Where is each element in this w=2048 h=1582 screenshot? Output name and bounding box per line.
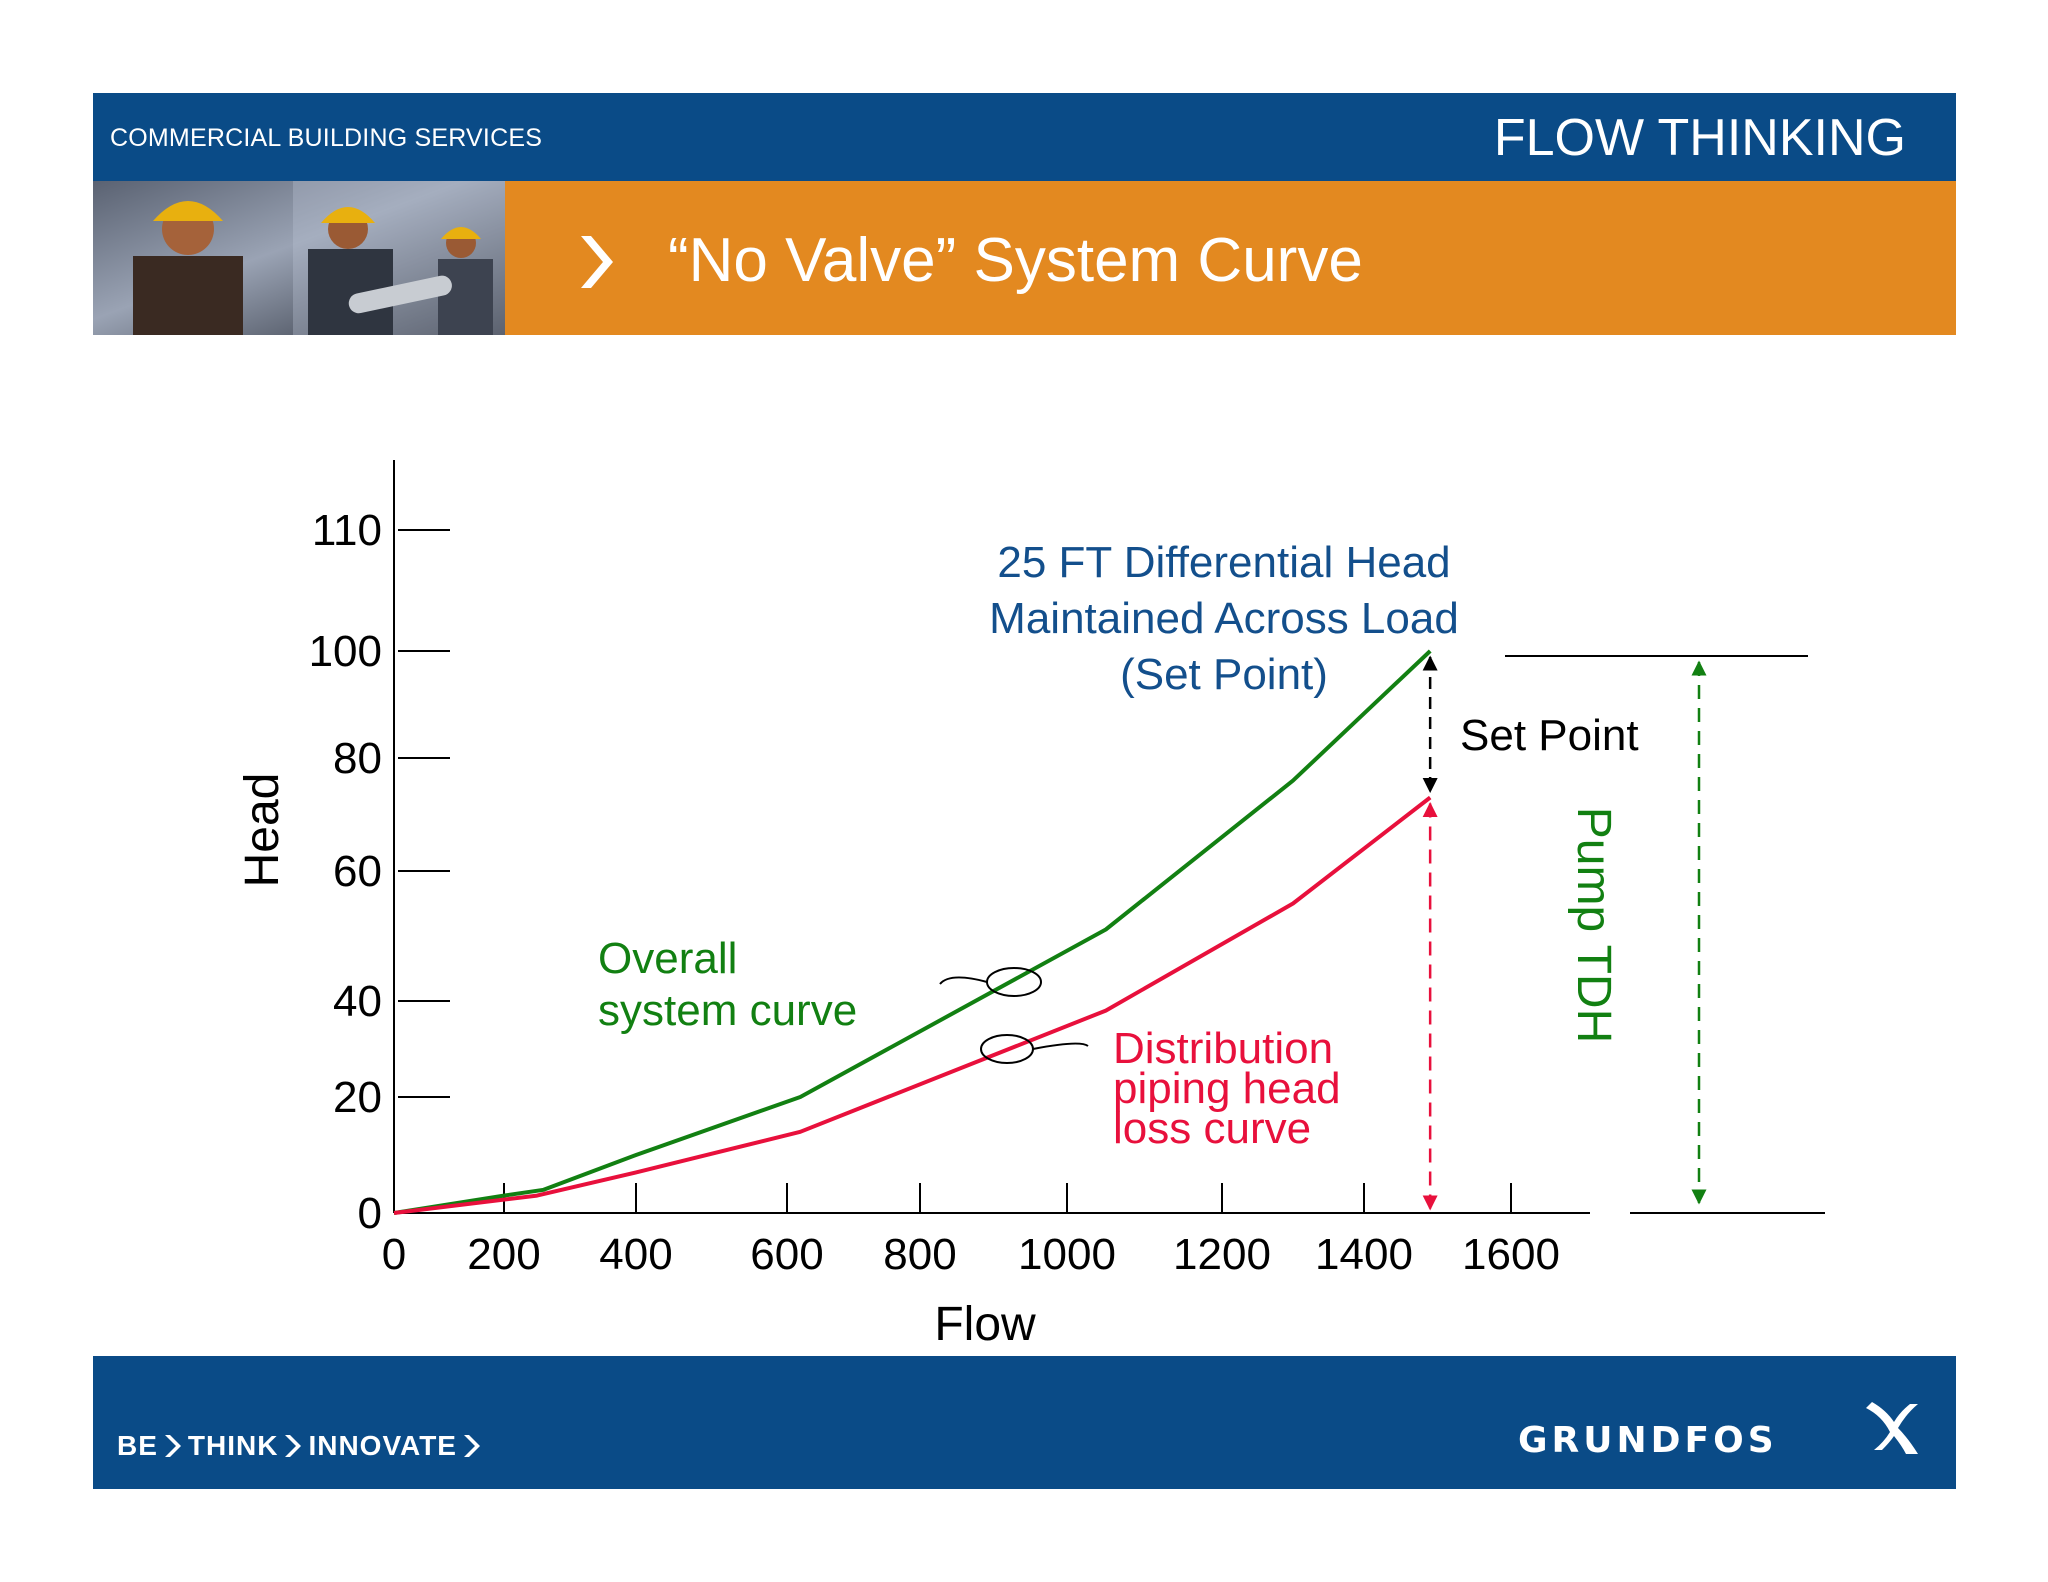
y-axis-label: Head bbox=[236, 773, 289, 888]
grundfos-logo-icon bbox=[1866, 1402, 1918, 1454]
overall-curve-label-line: Overall bbox=[598, 934, 737, 983]
tagline-word-be: BE bbox=[117, 1430, 158, 1461]
chevron-right-icon bbox=[463, 1435, 480, 1457]
distribution-curve-label-line: Distribution bbox=[1113, 1024, 1333, 1073]
chevron-right-icon bbox=[285, 1435, 302, 1457]
x-tick-label: 0 bbox=[382, 1230, 406, 1279]
chevron-right-icon bbox=[581, 236, 613, 288]
y-tick-label: 20 bbox=[333, 1073, 382, 1122]
tagline: BE THINK INNOVATE bbox=[117, 1428, 487, 1464]
x-tick-label: 200 bbox=[467, 1230, 540, 1279]
pump-tdh-label: Pump TDH bbox=[1567, 807, 1620, 1044]
distribution-curve-label-line: loss curve bbox=[1113, 1104, 1311, 1153]
header-brand-title: FLOW THINKING bbox=[1493, 109, 1906, 167]
x-tick-label: 1200 bbox=[1173, 1230, 1271, 1279]
brand-logo-text: GRUNDFOS bbox=[1518, 1420, 1778, 1461]
slide-title: “No Valve” System Curve bbox=[668, 226, 1363, 295]
set-point-label: Set Point bbox=[1460, 711, 1639, 760]
x-tick-label: 1000 bbox=[1018, 1230, 1116, 1279]
x-tick-label: 400 bbox=[599, 1230, 672, 1279]
differential-head-label-line: Maintained Across Load bbox=[989, 594, 1459, 643]
overall-leader-line bbox=[939, 976, 988, 985]
x-tick-label: 600 bbox=[750, 1230, 823, 1279]
y-tick-label: 60 bbox=[333, 847, 382, 896]
chevron-right-icon bbox=[164, 1435, 181, 1457]
distribution-head-loss-curve-line bbox=[393, 795, 1432, 1215]
workers-photo bbox=[93, 181, 505, 335]
overall-curve-label-line: system curve bbox=[598, 986, 857, 1035]
differential-head-label-line: 25 FT Differential Head bbox=[997, 538, 1450, 587]
tagline-word-innovate: INNOVATE bbox=[308, 1430, 457, 1461]
y-tick-label: 0 bbox=[358, 1189, 382, 1238]
distribution-leader-line bbox=[1032, 1042, 1089, 1050]
x-tick-label: 800 bbox=[883, 1230, 956, 1279]
title-band bbox=[505, 181, 1956, 335]
differential-head-label-line: (Set Point) bbox=[1120, 650, 1328, 699]
tagline-word-think: THINK bbox=[187, 1430, 279, 1461]
y-tick-label: 100 bbox=[309, 627, 382, 676]
y-tick-label: 40 bbox=[333, 977, 382, 1026]
x-axis-label: Flow bbox=[934, 1298, 1036, 1351]
header-section-label: COMMERCIAL BUILDING SERVICES bbox=[110, 124, 543, 152]
distribution-curve-label-line: piping head bbox=[1113, 1064, 1341, 1113]
footer-band bbox=[93, 1356, 1956, 1489]
header-band bbox=[93, 93, 1956, 181]
y-tick-label: 110 bbox=[312, 506, 382, 555]
x-tick-label: 1600 bbox=[1462, 1230, 1560, 1279]
y-tick-label: 80 bbox=[333, 734, 382, 783]
x-tick-label: 1400 bbox=[1315, 1230, 1413, 1279]
overall-system-curve-line bbox=[393, 649, 1432, 1215]
